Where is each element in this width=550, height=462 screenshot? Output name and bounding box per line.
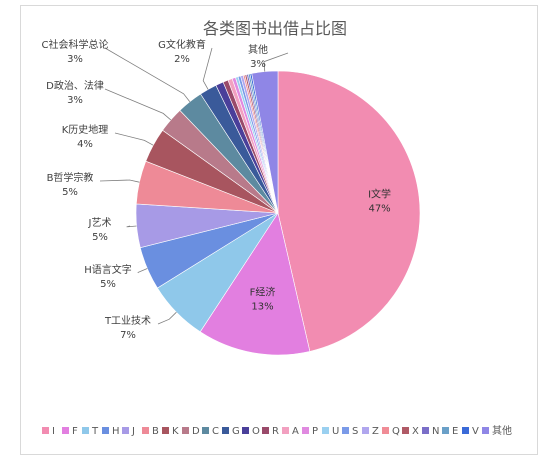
legend-label: B [152, 426, 159, 437]
legend-label: E [452, 426, 458, 437]
legend-label: P [312, 426, 318, 437]
legend-label: Z [372, 426, 379, 437]
legend-swatch [462, 427, 469, 434]
leader-line [126, 225, 137, 228]
legend: I F T H J B K D C G O R A P U S Z Q X N E V 其他 [42, 424, 512, 437]
slice-label-value: 5% [100, 279, 116, 290]
legend-swatch [322, 427, 329, 434]
slice-label-name: G文化教育 [158, 38, 206, 51]
legend-label: K [172, 426, 179, 437]
pie-slices [135, 70, 421, 356]
legend-label: S [352, 426, 358, 437]
legend-swatch [102, 427, 109, 434]
slice-label-name: H语言文字 [84, 263, 132, 276]
legend-label: D [192, 426, 200, 437]
legend-swatch [382, 427, 389, 434]
slice-label-value: 3% [67, 54, 83, 65]
legend-swatch [422, 427, 429, 434]
slice-label-value: 47% [368, 203, 390, 214]
slice-label-value: 3% [250, 59, 266, 70]
legend-label: J [131, 426, 135, 437]
legend-swatch [482, 427, 489, 434]
legend-label: N [432, 426, 439, 437]
legend-label: F [72, 426, 78, 437]
legend-swatch [142, 427, 149, 434]
slice-label-name: I文学 [368, 187, 391, 200]
leader-line [157, 311, 177, 325]
slice-label-value: 7% [120, 330, 136, 341]
legend-label: Q [392, 426, 400, 437]
legend-swatch [262, 427, 269, 434]
leader-line [263, 52, 289, 72]
legend-swatch [182, 427, 189, 434]
legend-label: A [292, 426, 299, 437]
slice-label-value: 5% [92, 232, 108, 243]
slice-label-value: 2% [174, 54, 190, 65]
legend-label: T [91, 426, 99, 437]
slice-label-name: F经济 [250, 286, 276, 299]
chart-title: 各类图书出借占比图 [203, 19, 347, 38]
legend-label: X [412, 426, 419, 437]
legend-swatch [282, 427, 289, 434]
slice-label-value: 4% [77, 139, 93, 150]
legend-label: G [232, 426, 240, 437]
leader-line [202, 47, 213, 90]
leader-line [137, 268, 148, 274]
legend-swatch [342, 427, 349, 434]
slice-label-value: 5% [62, 187, 78, 198]
slice-label-name: C社会科学总论 [42, 38, 109, 51]
legend-swatch [362, 427, 369, 434]
legend-label: 其他 [492, 424, 512, 437]
leader-line [114, 132, 154, 146]
leader-line [104, 47, 191, 102]
legend-label: H [112, 426, 120, 437]
pie-slice-f [199, 212, 311, 356]
leader-line [99, 179, 140, 183]
slice-label-name: J艺术 [88, 217, 112, 229]
legend-swatch [62, 427, 69, 434]
slice-label-value: 13% [251, 302, 273, 313]
legend-swatch [122, 427, 129, 434]
pie-slice-other [251, 70, 279, 214]
slice-labels: I文学 47% F经济 13% T工业技术 7% H语言文字 5% J艺术 5% B哲学宗教 5% K历… [42, 38, 392, 341]
slice-label-name: K历史地理 [62, 123, 109, 136]
slice-label-name: 其他 [248, 43, 268, 56]
legend-label: C [212, 426, 219, 437]
legend-swatch [162, 427, 169, 434]
slice-label-name: B哲学宗教 [47, 171, 94, 184]
leader-lines [99, 47, 289, 325]
legend-swatch [402, 427, 409, 434]
legend-swatch [202, 427, 209, 434]
legend-swatch [82, 427, 89, 434]
pie-slice-i [277, 70, 421, 352]
slice-label-name: T工业技术 [104, 314, 151, 327]
legend-swatch [42, 427, 49, 434]
leader-line [104, 88, 172, 121]
legend-swatch [222, 427, 229, 434]
legend-swatch [442, 427, 449, 434]
legend-label: U [332, 426, 339, 437]
slice-label-value: 3% [67, 95, 83, 106]
legend-swatch [302, 427, 309, 434]
legend-label: I [52, 426, 55, 437]
legend-label: V [472, 426, 479, 437]
legend-swatch [242, 427, 249, 434]
slice-label-name: D政治、法律 [46, 79, 104, 92]
legend-label: O [252, 426, 260, 437]
legend-label: R [272, 426, 279, 437]
